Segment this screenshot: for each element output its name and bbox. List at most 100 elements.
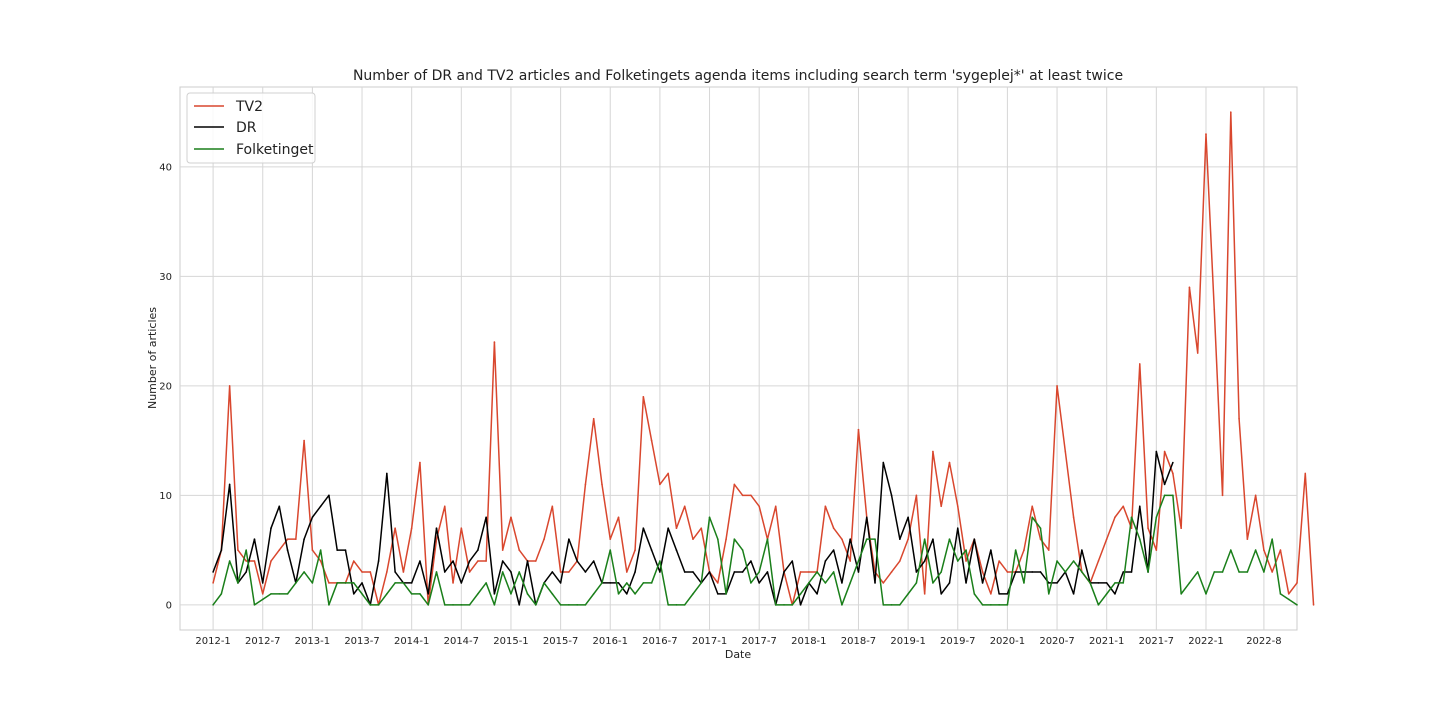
data-point-tv2 bbox=[1031, 505, 1034, 508]
data-point-folketinget bbox=[692, 593, 694, 595]
data-point-folketinget bbox=[956, 560, 959, 562]
data-point-tv2 bbox=[882, 582, 885, 584]
data-point-folketinget bbox=[915, 582, 918, 584]
data-point-tv2 bbox=[667, 472, 669, 475]
data-point-tv2 bbox=[402, 571, 405, 573]
data-point-tv2 bbox=[733, 483, 736, 486]
data-point-folketinget bbox=[1064, 571, 1067, 573]
data-point-dr bbox=[278, 505, 281, 508]
data-point-tv2 bbox=[683, 505, 686, 508]
data-point-dr bbox=[551, 571, 554, 573]
data-point-folketinget bbox=[261, 598, 264, 601]
x-tick-label: 2022-1 bbox=[1188, 636, 1223, 647]
x-tick-label: 2015-7 bbox=[543, 636, 578, 647]
data-point-folketinget bbox=[932, 582, 934, 584]
data-point-dr bbox=[750, 560, 752, 562]
data-point-dr bbox=[1072, 593, 1075, 595]
data-point-dr bbox=[923, 560, 926, 562]
data-point-dr bbox=[1105, 582, 1108, 584]
data-point-folketinget bbox=[609, 549, 612, 551]
data-point-folketinget bbox=[410, 593, 413, 595]
data-point-folketinget bbox=[750, 582, 752, 584]
data-point-folketinget bbox=[551, 593, 554, 595]
x-tick-label: 2018-7 bbox=[841, 636, 876, 647]
data-point-tv2 bbox=[642, 396, 645, 398]
data-point-folketinget bbox=[1213, 571, 1216, 573]
data-point-folketinget bbox=[336, 582, 339, 584]
data-point-dr bbox=[526, 560, 529, 562]
data-point-tv2 bbox=[1180, 527, 1182, 529]
data-point-dr bbox=[584, 571, 587, 573]
data-point-dr bbox=[319, 505, 322, 508]
data-point-folketinget bbox=[617, 593, 620, 595]
data-point-folketinget bbox=[973, 593, 976, 595]
data-point-tv2 bbox=[1263, 549, 1265, 551]
series-dr bbox=[212, 450, 1174, 606]
data-point-dr bbox=[667, 527, 669, 529]
data-point-dr bbox=[303, 538, 305, 540]
data-point-tv2 bbox=[228, 385, 231, 387]
data-point-folketinget bbox=[245, 549, 247, 551]
data-point-dr bbox=[485, 516, 487, 519]
y-tick-labels: 0 10 20 30 40 bbox=[159, 162, 172, 611]
data-point-tv2 bbox=[998, 560, 1000, 562]
data-point-dr bbox=[559, 582, 562, 584]
data-point-dr bbox=[394, 571, 396, 573]
data-point-tv2 bbox=[948, 461, 951, 464]
data-point-folketinget bbox=[435, 571, 438, 573]
data-point-folketinget bbox=[1196, 571, 1199, 573]
data-point-folketinget bbox=[990, 604, 992, 606]
data-point-dr bbox=[733, 571, 736, 573]
data-point-tv2 bbox=[1254, 494, 1257, 497]
data-point-tv2 bbox=[659, 483, 661, 486]
data-point-dr bbox=[419, 560, 421, 562]
data-point-tv2 bbox=[468, 571, 471, 573]
data-point-folketinget bbox=[278, 593, 281, 595]
data-point-folketinget bbox=[1254, 549, 1257, 551]
x-tick-label: 2021-1 bbox=[1089, 636, 1124, 647]
y-gridlines bbox=[180, 166, 1297, 606]
data-point-folketinget bbox=[377, 604, 380, 606]
data-point-tv2 bbox=[899, 560, 901, 562]
data-point-tv2 bbox=[774, 505, 777, 508]
data-point-tv2 bbox=[923, 593, 926, 595]
data-point-folketinget bbox=[1031, 516, 1034, 519]
data-point-dr bbox=[965, 582, 967, 584]
data-point-folketinget bbox=[1230, 549, 1232, 551]
data-point-dr bbox=[659, 571, 661, 573]
data-point-dr bbox=[650, 549, 653, 551]
data-point-folketinget bbox=[1122, 582, 1125, 584]
data-point-tv2 bbox=[1047, 549, 1050, 551]
data-point-tv2 bbox=[890, 571, 893, 573]
data-point-tv2 bbox=[1196, 352, 1199, 354]
data-point-dr bbox=[683, 571, 686, 573]
data-point-tv2 bbox=[741, 494, 744, 497]
data-point-folketinget bbox=[584, 604, 587, 606]
data-point-dr bbox=[477, 549, 479, 551]
data-point-dr bbox=[932, 538, 934, 540]
data-point-dr bbox=[1097, 582, 1100, 584]
data-point-dr bbox=[890, 494, 893, 497]
data-point-tv2 bbox=[808, 571, 810, 573]
data-point-folketinget bbox=[237, 582, 239, 584]
data-point-folketinget bbox=[352, 582, 355, 584]
data-point-tv2 bbox=[510, 516, 512, 519]
x-tick-label: 2017-7 bbox=[741, 636, 776, 647]
data-point-tv2 bbox=[386, 571, 388, 573]
data-point-folketinget bbox=[568, 604, 570, 606]
data-point-folketinget bbox=[717, 538, 719, 540]
data-point-folketinget bbox=[270, 593, 272, 595]
data-point-folketinget bbox=[841, 604, 843, 606]
data-point-tv2 bbox=[460, 527, 463, 529]
data-point-folketinget bbox=[1155, 516, 1158, 519]
data-point-dr bbox=[1172, 461, 1174, 464]
data-point-dr bbox=[990, 549, 992, 551]
data-point-folketinget bbox=[865, 538, 868, 540]
x-axis-label: Date bbox=[725, 648, 752, 661]
data-point-folketinget bbox=[675, 604, 678, 606]
data-point-tv2 bbox=[1138, 363, 1141, 365]
data-point-dr bbox=[576, 560, 578, 562]
data-point-tv2 bbox=[328, 582, 330, 584]
data-point-dr bbox=[981, 582, 984, 584]
data-point-tv2 bbox=[717, 582, 719, 584]
